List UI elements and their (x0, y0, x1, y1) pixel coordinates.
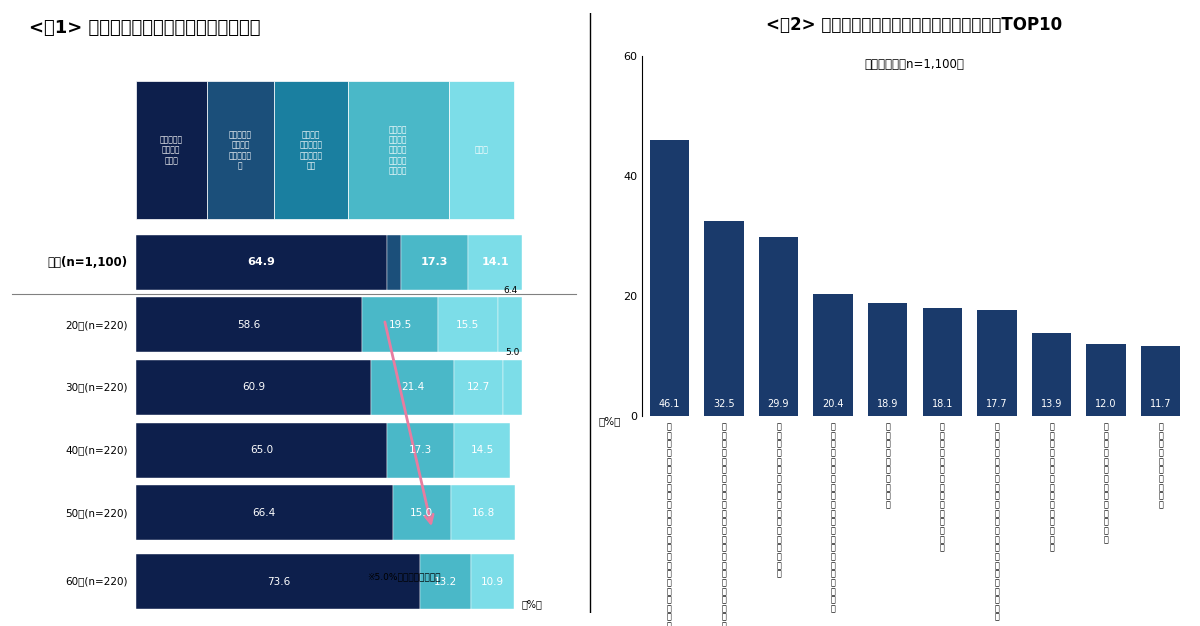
Bar (136, 423, 388, 478)
Text: 14.5: 14.5 (470, 445, 493, 455)
Bar (923, 308, 962, 416)
Text: （%）: （%） (599, 416, 622, 426)
Text: 17.3: 17.3 (421, 257, 449, 267)
Bar (388, 423, 454, 478)
Bar (348, 81, 449, 219)
FancyArrowPatch shape (385, 322, 433, 523)
Text: 12.0: 12.0 (1096, 399, 1117, 409)
Bar (1141, 346, 1181, 416)
Text: 17.7: 17.7 (986, 399, 1008, 409)
Text: 60代(n=220): 60代(n=220) (65, 577, 127, 587)
Bar (438, 297, 498, 352)
Bar (420, 554, 472, 609)
Text: <図1> 食事や食材が余ったときの保存方法: <図1> 食事や食材が余ったときの保存方法 (29, 19, 260, 37)
Text: 40代(n=220): 40代(n=220) (65, 445, 127, 455)
Text: 21.4: 21.4 (401, 382, 425, 393)
Bar (704, 222, 744, 416)
Bar (392, 485, 450, 540)
Text: 16.8: 16.8 (472, 508, 494, 518)
Text: 29.9: 29.9 (768, 399, 790, 409)
Text: 全体(n=1,100): 全体(n=1,100) (48, 256, 127, 269)
Text: 18.9: 18.9 (877, 399, 899, 409)
Text: 12.7: 12.7 (467, 382, 490, 393)
Text: 20代(n=220): 20代(n=220) (65, 320, 127, 330)
Text: 60.9: 60.9 (242, 382, 265, 393)
Text: と
り
あ
え
ず
火
を
通
せ
ば
気
に
し
な
い: と り あ え ず 火 を 通 せ ば 気 に し な い (1049, 423, 1054, 553)
Bar (498, 297, 522, 352)
Text: 64.9: 64.9 (247, 257, 275, 267)
Bar (758, 237, 798, 416)
Bar (1086, 344, 1126, 416)
Bar (454, 423, 510, 478)
Bar (449, 81, 514, 219)
Bar (649, 140, 689, 416)
Text: （%）: （%） (521, 599, 542, 609)
Bar (206, 81, 275, 219)
Text: 18.1: 18.1 (931, 399, 953, 409)
Bar (136, 554, 420, 609)
Text: 19.5: 19.5 (389, 320, 412, 330)
Bar (977, 310, 1016, 416)
Bar (468, 235, 522, 290)
Text: 50代(n=220): 50代(n=220) (65, 508, 127, 518)
Bar (371, 360, 454, 415)
Bar (454, 360, 503, 415)
Text: 冷蔵庫・
冷凍庫に
入れずに
常温保存
している: 冷蔵庫・ 冷凍庫に 入れずに 常温保存 している (389, 125, 408, 175)
Text: 17.3: 17.3 (409, 445, 432, 455)
Text: 32.5: 32.5 (713, 399, 734, 409)
Text: 13.9: 13.9 (1040, 399, 1062, 409)
Bar (136, 81, 206, 219)
Text: 消
費
期
限
が
過
ぎ
て
い
て
も
数
日
間
ま
で
だ
っ
た
ら
気
に
し
な
い: 消 費 期 限 が 過 ぎ て い て も 数 日 間 ま で だ っ た ら … (721, 423, 726, 626)
Text: 自
分
で
ち
ょ
っ
と
食
べ
て
み
て
決
め
る: 自 分 で ち ょ っ と 食 べ て み て 決 め る (940, 423, 944, 553)
Text: 消
費
期
限
を
絶
対
に
守
る: 消 費 期 限 を 絶 対 に 守 る (886, 423, 890, 510)
Text: 46.1: 46.1 (659, 399, 680, 409)
Bar (503, 360, 522, 415)
Bar (386, 235, 401, 290)
Text: 5.0: 5.0 (505, 349, 520, 357)
Bar (814, 294, 853, 416)
Text: <図2> 食品の「まだ食べられる」と思うラインTOP10: <図2> 食品の「まだ食べられる」と思うラインTOP10 (767, 16, 1062, 34)
Text: 調
味
料
類
は
、
数
年
前
で
も
大
丈
夫: 調 味 料 類 は 、 数 年 前 で も 大 丈 夫 (1104, 423, 1109, 544)
Bar (1032, 333, 1072, 416)
Text: ち
ょ
っ
と
で
も
色
が
変
わ
っ
た
り
し
て
い
た
ら
食
べ
な
い: ち ょ っ と で も 色 が 変 わ っ た り し て い た ら 食 べ … (830, 423, 835, 613)
Text: そもそも
余らせない
ようにして
いる: そもそも 余らせない ようにして いる (299, 130, 323, 170)
Text: 11.7: 11.7 (1150, 399, 1171, 409)
Text: 20.4: 20.4 (822, 399, 844, 409)
Text: 15.0: 15.0 (410, 508, 433, 518)
Bar (275, 81, 348, 219)
Text: 賞
味
期
限
が
過
ぎ
て
い
て
も
数
日
間
ま
で
だ
っ
た
ら
気
に
し
な
い: 賞 味 期 限 が 過 ぎ て い て も 数 日 間 ま で だ っ た ら … (667, 423, 672, 626)
Bar (362, 297, 438, 352)
Text: 変
な
に
お
い
や
傷
み
が
な
け
れ
ば
気
に
し
な
い: 変 な に お い や 傷 み が な け れ ば 気 に し な い (776, 423, 781, 578)
Bar (136, 360, 371, 415)
Text: 30代(n=220): 30代(n=220) (65, 382, 127, 393)
Text: 66.4: 66.4 (253, 508, 276, 518)
Bar (136, 297, 362, 352)
Text: とりあえず
冷凍庫に
入れてしま
う: とりあえず 冷凍庫に 入れてしま う (229, 130, 252, 170)
Bar (450, 485, 516, 540)
Text: ※5.0%以下はラベル省略: ※5.0%以下はラベル省略 (367, 572, 440, 581)
Text: 10.9: 10.9 (481, 577, 504, 587)
Bar (136, 235, 386, 290)
Text: 14.1: 14.1 (481, 257, 509, 267)
Text: その他: その他 (474, 146, 488, 155)
Text: 15.5: 15.5 (456, 320, 479, 330)
Text: 58.6: 58.6 (238, 320, 260, 330)
Text: 傷
ん
で
い
る
と
こ
ろ
を
取
り
除
い
て
し
ま
え
ば
気
に
し
な
い: 傷 ん で い る と こ ろ を 取 り 除 い て し ま え ば 気 に … (995, 423, 1000, 622)
Bar (136, 485, 392, 540)
Text: とりあえず
冷蔵庫に
入れる: とりあえず 冷蔵庫に 入れる (160, 135, 182, 165)
Text: 65.0: 65.0 (250, 445, 274, 455)
Text: 13.2: 13.2 (434, 577, 457, 587)
Bar (401, 235, 468, 290)
Text: 73.6: 73.6 (266, 577, 290, 587)
Text: （複数回答：n=1,100）: （複数回答：n=1,100） (864, 58, 965, 71)
Bar (868, 303, 907, 416)
Text: 6.4: 6.4 (503, 286, 517, 295)
Bar (472, 554, 514, 609)
Text: 賞
味
期
限
を
絶
対
に
守
る: 賞 味 期 限 を 絶 対 に 守 る (1158, 423, 1163, 510)
